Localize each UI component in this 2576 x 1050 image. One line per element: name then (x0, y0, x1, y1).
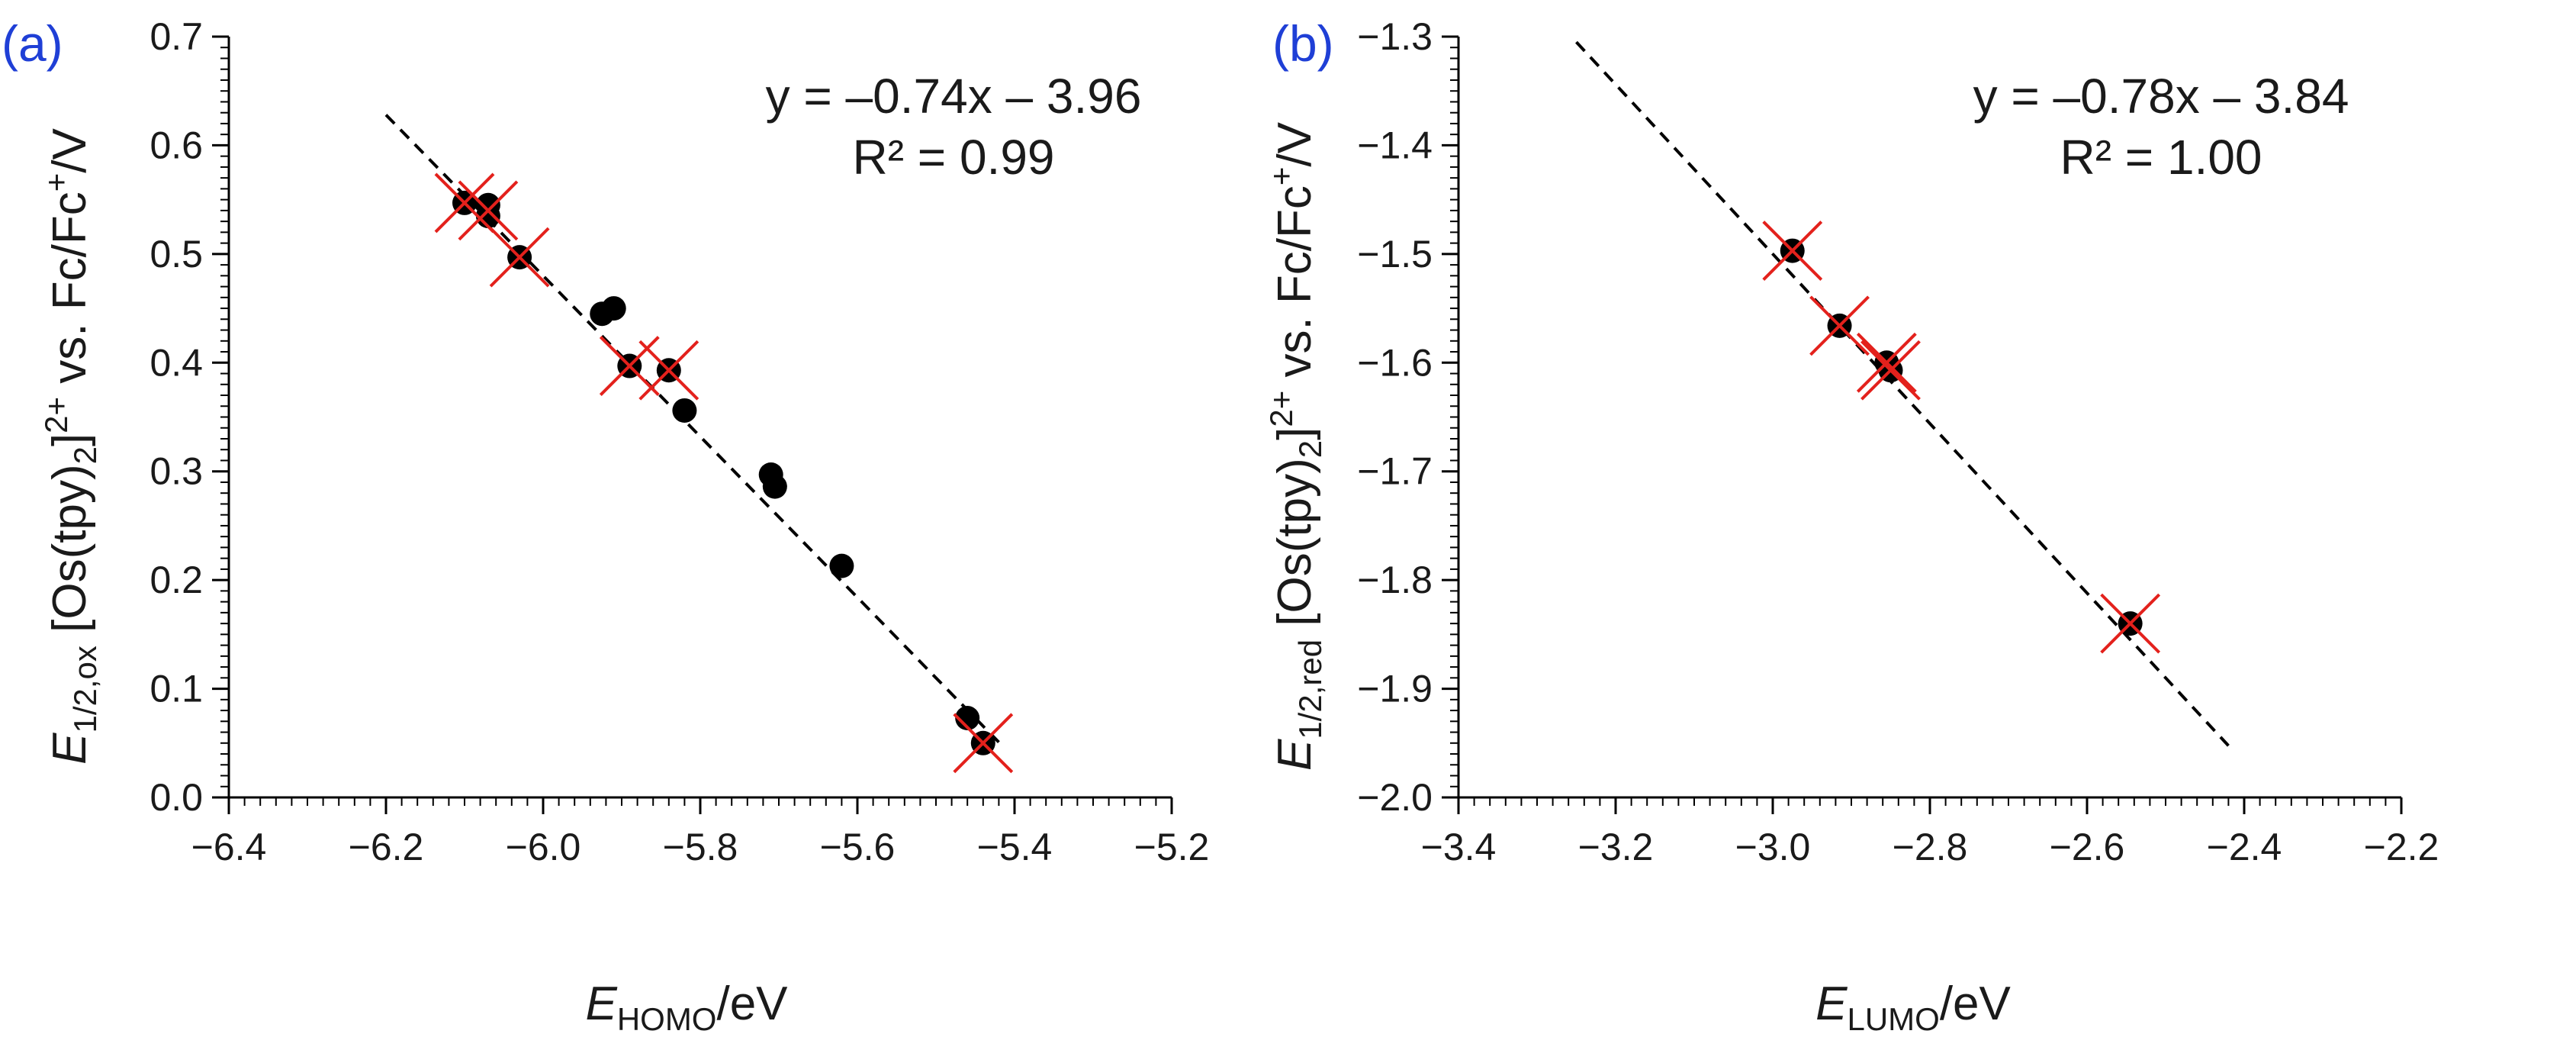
panel-b-cross-marker (1860, 340, 1921, 401)
panel-a-xlabel-sub: HOMO (617, 1001, 717, 1037)
panel-b-ylabel-sub: 1/2,red (1292, 639, 1328, 739)
panel-a-ylabel-mid-sub: 2 (67, 446, 103, 464)
panel-a-cross-marker (434, 172, 495, 234)
panel-b-ylabel-sup: 2+ (1263, 391, 1299, 427)
panel-a-cross-stroke (953, 713, 1014, 774)
panel-a-cross-stroke (458, 180, 519, 241)
panel-b-cross-marker (1762, 221, 1823, 281)
panel-b-r-squared: R² = 1.00 (2060, 130, 2262, 185)
panel-a-xlabel-unit: /eV (716, 978, 788, 1030)
panel-a-ylabel-sub: 1/2,ox (67, 646, 103, 733)
panel-b-cross-stroke (1856, 332, 1917, 393)
panel-a: (a) −6.4 −6.2 −6.0 −5.8 −5.6 −5.4 −5.2 0.0 0.1 0.… (2, 15, 1209, 1037)
panel-a-data-point (762, 474, 787, 499)
panel-b-y-tick-label: −1.4 (1357, 124, 1433, 166)
panel-b-ylabel-vs-sup: + (1263, 167, 1299, 186)
panel-b-x-tick-label: −3.0 (1735, 826, 1811, 868)
panel-a-x-tick-label: −5.6 (820, 826, 896, 868)
panel-a-x-tick-label: −5.2 (1134, 826, 1210, 868)
panel-b-y-tick-label: −1.9 (1357, 668, 1433, 710)
panel-b-cross-stroke (1809, 295, 1870, 356)
panel-b-x-tick-label: −3.4 (1421, 826, 1497, 868)
panel-b: (b) −3.4 −3.2 −3.0 −2.8 −2.6 −2.4 −2.2 −1.3 −1.4… (1263, 15, 2439, 1037)
panel-b-plot: −3.4 −3.2 −3.0 −2.8 −2.6 −2.4 −2.2 −1.3 −1.4 −1.5… (1357, 15, 2439, 868)
panel-a-r-squared: R² = 0.99 (852, 130, 1054, 185)
panel-a-y-tick-label: 0.7 (150, 15, 203, 58)
panel-a-ylabel-mid-close: ] (43, 433, 96, 446)
panel-b-xlabel-main: E (1815, 978, 1848, 1030)
panel-b-y-tick-label: −2.0 (1357, 776, 1433, 819)
panel-a-y-tick-label: 0.6 (150, 124, 203, 166)
panel-a-ylabel-unit: /V (43, 128, 96, 173)
panel-a-label: (a) (2, 15, 63, 72)
panel-b-y-tick-label: −1.8 (1357, 559, 1433, 601)
panel-a-y-tick-label: 0.3 (150, 450, 203, 493)
panel-b-equation: y = –0.78x – 3.84 (1973, 69, 2349, 124)
panel-a-cross-marker (953, 713, 1014, 774)
panel-a-plot: −6.4 −6.2 −6.0 −5.8 −5.6 −5.4 −5.2 0.0 0.1 0.2 0.3… (150, 15, 1209, 868)
panel-a-data-point (672, 398, 697, 423)
panel-a-x-tick-label: −5.8 (663, 826, 738, 868)
panel-b-label: (b) (1272, 15, 1334, 72)
panel-b-x-tick-label: −2.4 (2207, 826, 2282, 868)
panel-a-ylabel-main: E (43, 733, 96, 765)
panel-b-x-axis-title: ELUMO/eV (1815, 978, 2011, 1037)
panel-a-y-tick-label: 0.2 (150, 559, 203, 601)
panel-b-ylabel-mid-close: ] (1269, 427, 1321, 440)
panel-b-fit-line (1575, 40, 2230, 747)
panel-b-ylabel-mid: [Os(tpy) (1269, 458, 1321, 639)
panel-a-xlabel-main: E (585, 978, 617, 1030)
panel-a-x-tick-label: −5.4 (977, 826, 1053, 868)
panel-b-x-tick-label: −2.8 (1893, 826, 1968, 868)
panel-a-cross-stroke (434, 172, 495, 234)
panel-b-y-tick-label: −1.3 (1357, 15, 1433, 58)
panel-a-y-axis-title: E1/2,ox [Os(tpy)2]2+ vs. Fc/Fc+/V (38, 128, 103, 765)
panel-b-y-tick-label: −1.5 (1357, 233, 1433, 275)
panel-b-cross-marker (1856, 332, 1917, 393)
panel-b-x-tick-label: −2.2 (2364, 826, 2439, 868)
panel-b-xlabel-sub: LUMO (1847, 1001, 1939, 1037)
panel-b-ylabel-unit: /V (1269, 121, 1321, 166)
panel-a-x-tick-label: −6.4 (191, 826, 267, 868)
panel-a-y-tick-label: 0.1 (150, 668, 203, 710)
panel-a-y-tick-label: 0.4 (150, 341, 203, 384)
panel-b-ylabel-vs: vs. Fc/Fc (1269, 185, 1321, 391)
panel-b-xlabel-unit: /eV (1940, 978, 2012, 1030)
panel-a-cross-stroke (599, 336, 660, 396)
panel-a-ylabel-vs: vs. Fc/Fc (43, 192, 96, 397)
panel-a-data-point (955, 706, 980, 731)
panel-b-cross-marker (2100, 593, 2161, 654)
panel-a-x-tick-label: −6.2 (349, 826, 424, 868)
panel-a-ylabel-sup: 2+ (38, 397, 74, 433)
panel-a-y-tick-label: 0.5 (150, 233, 203, 275)
panel-b-x-tick-label: −2.6 (2050, 826, 2125, 868)
panel-a-equation: y = –0.74x – 3.96 (766, 69, 1142, 124)
panel-b-cross-marker (1809, 295, 1870, 356)
panel-b-y-axis-title: E1/2,red [Os(tpy)2]2+ vs. Fc/Fc+/V (1263, 121, 1328, 771)
panel-b-ylabel-main: E (1269, 739, 1321, 771)
panel-a-cross-stroke (638, 340, 699, 401)
panel-b-y-tick-label: −1.7 (1357, 450, 1433, 493)
panel-a-x-axis-title: EHOMO/eV (585, 978, 788, 1037)
panel-b-y-tick-label: −1.6 (1357, 341, 1433, 384)
panel-a-y-tick-label: 0.0 (150, 776, 203, 819)
panel-a-cross-marker (638, 340, 699, 401)
panel-a-cross-marker (458, 180, 519, 241)
panel-a-x-tick-label: −6.0 (506, 826, 581, 868)
panel-a-cross-marker (489, 227, 550, 288)
panel-b-x-tick-label: −3.2 (1578, 826, 1654, 868)
panel-b-cross-stroke (2100, 593, 2161, 654)
panel-b-cross-stroke (1860, 340, 1921, 401)
panel-a-cross-marker (599, 336, 660, 396)
panel-a-data-point (601, 296, 626, 321)
panel-b-cross-stroke (1762, 221, 1823, 281)
panel-a-ylabel-mid: [Os(tpy) (43, 464, 96, 646)
panel-a-cross-stroke (489, 227, 550, 288)
panel-a-data-point (829, 553, 854, 578)
panel-b-ylabel-mid-sub: 2 (1292, 440, 1328, 458)
panel-a-ylabel-vs-sup: + (38, 173, 74, 192)
